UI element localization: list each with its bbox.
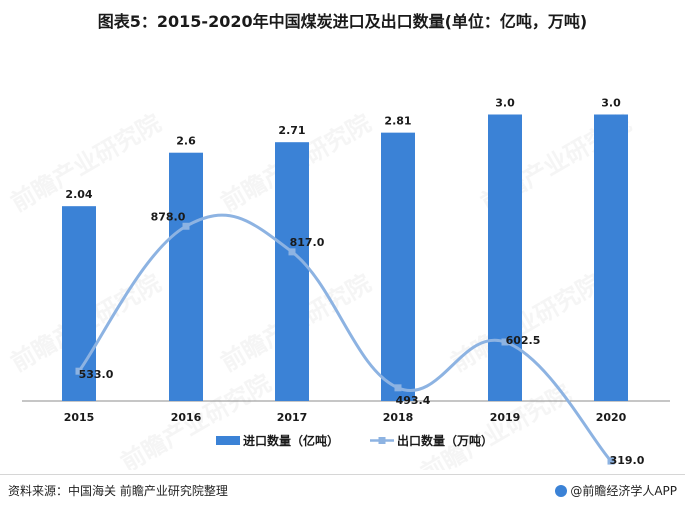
x-tick-label: 2017 [277, 411, 308, 424]
import-bar-label: 2.04 [65, 188, 92, 201]
brand-logo-icon [555, 485, 568, 497]
import-bar [381, 132, 415, 401]
x-tick-label: 2020 [596, 411, 627, 424]
chart-canvas: 前瞻产业研究院前瞻产业研究院前瞻产业研究院前瞻产业研究院前瞻产业研究院前瞻产业研… [6, 96, 670, 470]
export-point [501, 338, 509, 346]
import-bar-label: 2.6 [176, 135, 196, 148]
export-point [182, 222, 190, 230]
export-point [75, 367, 83, 375]
export-point-label: 817.0 [290, 236, 325, 249]
export-point-label: 493.4 [396, 394, 431, 407]
legend-import-swatch [216, 436, 240, 445]
legend-export-marker [378, 437, 386, 444]
export-point-label: 319.0 [610, 454, 645, 467]
x-tick-label: 2016 [171, 411, 202, 424]
import-bar-label: 3.0 [495, 97, 515, 110]
brand-credit: @前瞻经济学人APP [555, 482, 677, 499]
export-point-label: 533.0 [79, 368, 114, 381]
import-bar-label: 2.71 [278, 124, 305, 137]
brand-credit-text: @前瞻经济学人APP [570, 484, 677, 498]
x-tick-label: 2015 [64, 411, 95, 424]
import-bar-label: 3.0 [601, 97, 621, 110]
x-tick-label: 2018 [383, 411, 414, 424]
export-point-label: 878.0 [151, 210, 186, 223]
watermark-text: 前瞻产业研究院 [446, 269, 605, 377]
watermark-layer: 前瞻产业研究院前瞻产业研究院前瞻产业研究院前瞻产业研究院前瞻产业研究院前瞻产业研… [6, 109, 635, 470]
footer-divider [0, 474, 685, 475]
export-point [394, 384, 402, 392]
chart-title: 图表5：2015-2020年中国煤炭进口及出口数量(单位：亿吨，万吨) [97, 12, 588, 31]
import-bar [488, 114, 522, 401]
export-point [288, 248, 296, 256]
export-point [607, 457, 615, 465]
export-line [77, 213, 613, 463]
x-tick-label: 2019 [490, 411, 521, 424]
import-bar [275, 142, 309, 401]
export-point-label: 602.5 [506, 334, 541, 347]
legend-export-label: 出口数量（万吨） [397, 433, 493, 448]
import-bar-label: 2.81 [384, 115, 411, 128]
import-bar [169, 152, 203, 401]
import-bar [594, 114, 628, 401]
source-note: 资料来源：中国海关 前瞻产业研究院整理 [8, 484, 228, 498]
legend-import-label: 进口数量（亿吨） [243, 433, 339, 448]
